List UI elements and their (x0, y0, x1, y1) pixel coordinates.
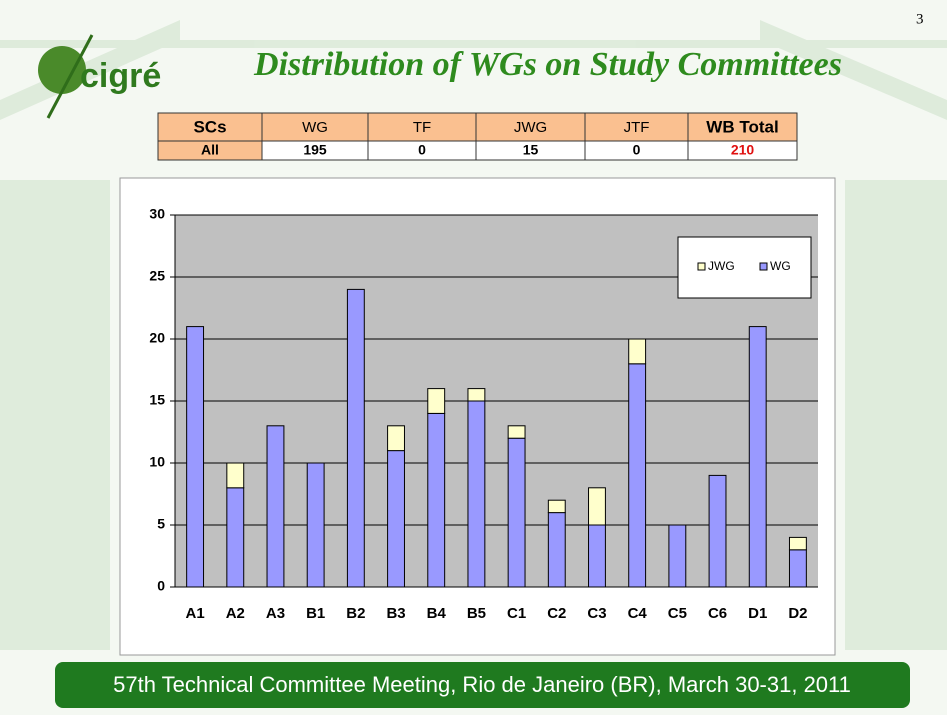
bar-segment (589, 525, 606, 587)
x-tick-label: D1 (748, 605, 767, 622)
bar-segment (548, 500, 565, 512)
bar-segment (589, 488, 606, 525)
y-tick-label: 25 (149, 268, 165, 284)
x-tick-label: A2 (226, 605, 245, 622)
cell-text: 195 (303, 142, 327, 158)
summary-table: SCs WG TF JWG JTF WB Total All 195 0 15 0 210 (158, 113, 797, 160)
bar-segment (428, 413, 445, 587)
bar-segment (227, 463, 244, 488)
y-tick-label: 5 (157, 516, 165, 532)
legend-swatch (698, 263, 705, 270)
x-tick-label: B1 (306, 605, 325, 622)
header-text: TF (413, 119, 431, 136)
cell-text: 210 (731, 142, 755, 158)
cell-text: 0 (418, 142, 426, 158)
header-text: JTF (624, 119, 650, 136)
legend-label: JWG (708, 259, 735, 273)
legend-label: WG (770, 259, 791, 273)
page-number: 3 (916, 11, 924, 27)
slide-title: Distribution of WGs on Study Committees (253, 46, 842, 83)
cell-text: 0 (633, 142, 641, 158)
bar-segment (187, 327, 204, 587)
x-tick-label: C4 (628, 605, 648, 622)
header-text: SCs (193, 117, 226, 136)
y-tick-label: 20 (149, 330, 165, 346)
y-tick-label: 0 (157, 578, 165, 594)
bar-segment (629, 364, 646, 587)
x-tick-label: B3 (386, 605, 405, 622)
bar-segment (468, 389, 485, 401)
legend-swatch (760, 263, 767, 270)
slide: 3 cigré Distribution of WGs on Study Com… (0, 0, 947, 715)
x-tick-label: B5 (467, 605, 486, 622)
x-tick-label: C3 (587, 605, 606, 622)
x-tick-label: B2 (346, 605, 365, 622)
y-tick-label: 10 (149, 454, 165, 470)
header-text: JWG (514, 119, 547, 136)
bar-segment (548, 513, 565, 587)
chart: 0 5 10 15 20 25 30 A1 A2 A3 B1 B2 B3 B4 B5 C1 C2 C3 C4 C5 C6… (149, 206, 818, 622)
bar-segment (428, 389, 445, 414)
x-tick-label: A3 (266, 605, 285, 622)
y-tick-label: 30 (149, 206, 165, 222)
bar-segment (267, 426, 284, 587)
header-text: WG (302, 119, 328, 136)
y-tick-label: 15 (149, 392, 165, 408)
x-tick-label: C2 (547, 605, 566, 622)
bar-segment (347, 289, 364, 587)
x-tick-label: B4 (427, 605, 447, 622)
x-tick-label: C5 (668, 605, 687, 622)
footer-text: 57th Technical Committee Meeting, Rio de… (113, 672, 851, 697)
bar-segment (508, 438, 525, 587)
bar-segment (227, 488, 244, 587)
cell-text: 15 (523, 142, 539, 158)
bar-segment (669, 525, 686, 587)
bar-segment (749, 327, 766, 587)
cell-text: All (201, 142, 219, 158)
bar-segment (629, 339, 646, 364)
bar-segment (307, 463, 324, 587)
bar-segment (388, 426, 405, 451)
bar-segment (388, 451, 405, 587)
bar-segment (789, 550, 806, 587)
x-tick-label: A1 (186, 605, 205, 622)
logo-text: cigré (80, 57, 161, 95)
bar-segment (508, 426, 525, 438)
bar-segment (789, 537, 806, 549)
x-tick-label: C1 (507, 605, 526, 622)
bar-segment (468, 401, 485, 587)
x-tick-label: D2 (788, 605, 807, 622)
bar-segment (709, 475, 726, 587)
x-tick-label: C6 (708, 605, 727, 622)
header-text: WB Total (706, 117, 778, 136)
